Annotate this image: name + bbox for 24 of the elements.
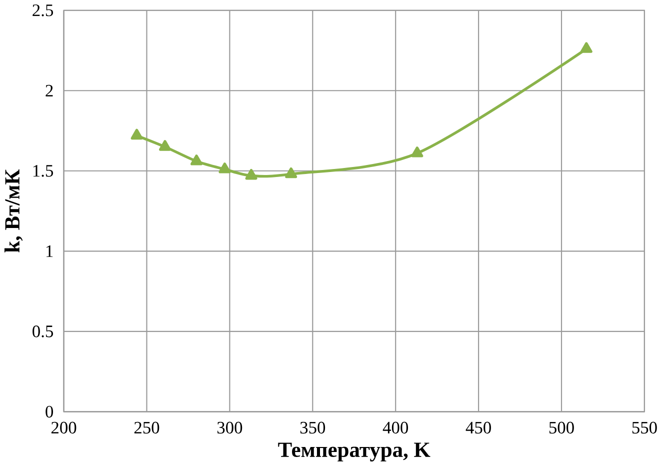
x-tick-label: 450 (466, 422, 491, 434)
point (411, 146, 424, 158)
point (285, 167, 298, 178)
y-tick-label: 1 (46, 245, 53, 257)
point (159, 140, 171, 151)
point (190, 154, 202, 166)
y-axis-title: k, Вт/мК (4, 169, 23, 252)
y-tick-label: 0 (46, 406, 54, 418)
x-tick-label: 400 (382, 422, 408, 434)
y-tick-label: 2 (46, 84, 53, 96)
y-tick-label: 1.5 (33, 165, 53, 177)
point (245, 169, 258, 180)
x-axis-title: Температура, K (278, 442, 430, 462)
x-tick-label: 300 (217, 422, 242, 434)
y-tick-label: 2.5 (32, 4, 53, 16)
x-tick-label: 200 (51, 422, 76, 434)
y-tick-label: 0.5 (32, 326, 53, 338)
point (580, 42, 592, 53)
x-tick-label: 550 (632, 422, 657, 434)
point (130, 128, 143, 140)
point (218, 162, 231, 174)
x-tick-label: 350 (300, 422, 326, 434)
x-tick-label: 250 (134, 422, 160, 434)
x-tick-label: 500 (549, 422, 574, 434)
